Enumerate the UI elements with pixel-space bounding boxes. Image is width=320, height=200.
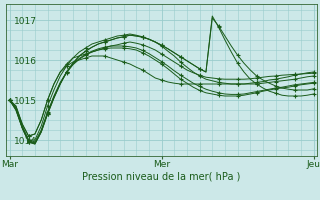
X-axis label: Pression niveau de la mer( hPa ): Pression niveau de la mer( hPa ) [83, 172, 241, 182]
